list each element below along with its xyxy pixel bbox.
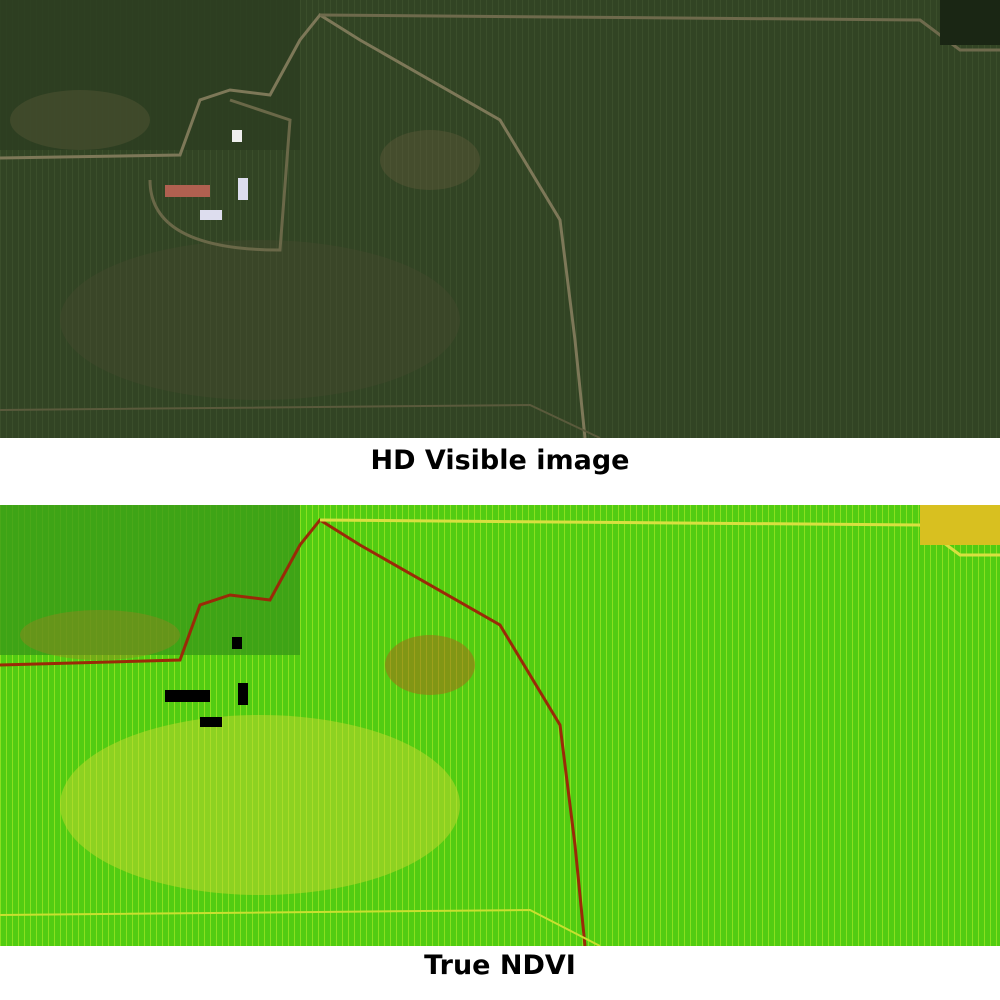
hd-visible-image (0, 0, 1000, 438)
ndvi-image (0, 505, 1000, 946)
caption-hd-visible: HD Visible image (370, 445, 630, 476)
caption-ndvi: True NDVI (424, 950, 576, 981)
